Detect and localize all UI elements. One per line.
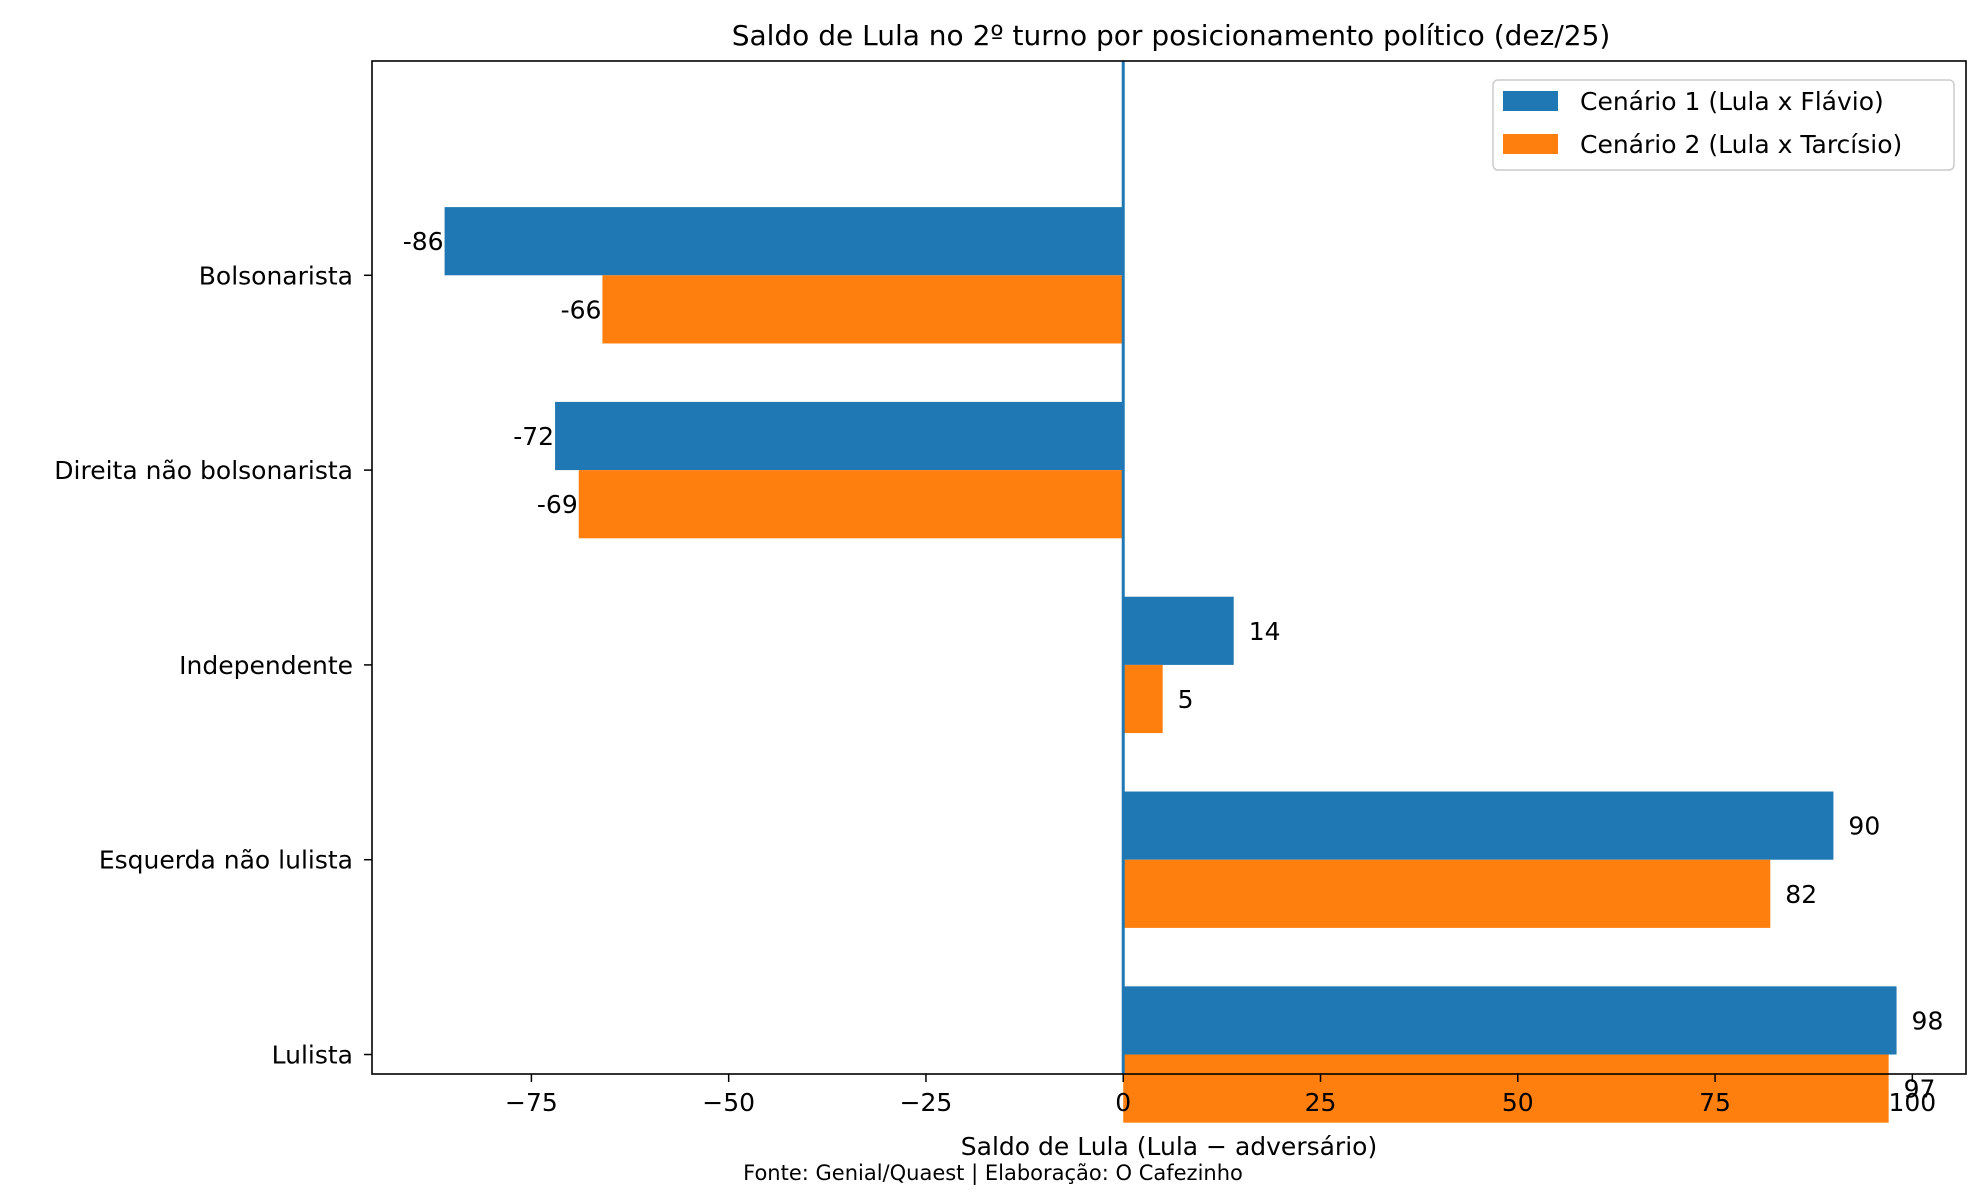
x-axis-label: Saldo de Lula (Lula − adversário) <box>961 1132 1377 1161</box>
data-label-independente-cenario-1: 14 <box>1249 617 1281 646</box>
x-tick-label: 50 <box>1502 1088 1534 1117</box>
bar-direita-nao-bolsonarista-cenario-1 <box>555 401 1124 471</box>
y-tick-label-direita-nao-bolsonarista: Direita não bolsonarista <box>54 456 353 485</box>
data-label-direita-nao-bolsonarista-cenario-1: -72 <box>513 422 554 451</box>
legend-swatch-cenario-1 <box>1503 91 1558 111</box>
data-label-esquerda-nao-lulista-cenario-2: 82 <box>1785 880 1817 909</box>
bar-esquerda-nao-lulista-cenario-1 <box>1123 791 1834 860</box>
bar-lulista-cenario-1 <box>1123 986 1897 1055</box>
footnote: Fonte: Genial/Quaest | Elaboração: O Caf… <box>743 1161 1243 1186</box>
chart-title: Saldo de Lula no 2º turno por posicionam… <box>732 19 1611 52</box>
y-tick-label-lulista: Lulista <box>272 1041 353 1070</box>
bar-esquerda-nao-lulista-cenario-2 <box>1123 859 1771 928</box>
legend-label-cenario-1: Cenário 1 (Lula x Flávio) <box>1580 87 1884 116</box>
bar-bolsonarista-cenario-1 <box>444 207 1124 276</box>
bar-direita-nao-bolsonarista-cenario-2 <box>578 470 1124 539</box>
data-label-bolsonarista-cenario-2: -66 <box>561 295 602 324</box>
plot-area: -86 -66 -72 -69 14 5 90 82 98 97 <box>403 61 1944 1123</box>
legend-label-cenario-2: Cenário 2 (Lula x Tarcísio) <box>1580 130 1902 159</box>
y-tick-label-esquerda-nao-lulista: Esquerda não lulista <box>99 846 353 875</box>
data-label-lulista-cenario-1: 98 <box>1912 1006 1944 1035</box>
data-label-independente-cenario-2: 5 <box>1178 685 1194 714</box>
y-tick-label-bolsonarista: Bolsonarista <box>199 261 353 290</box>
x-tick-label: 75 <box>1699 1088 1731 1117</box>
x-tick-label: −25 <box>900 1088 953 1117</box>
data-label-direita-nao-bolsonarista-cenario-2: -69 <box>537 490 578 519</box>
bar-independente-cenario-1 <box>1123 596 1234 665</box>
data-label-lulista-cenario-2: 97 <box>1904 1075 1936 1104</box>
legend-swatch-cenario-2 <box>1503 134 1558 154</box>
legend: Cenário 1 (Lula x Flávio) Cenário 2 (Lul… <box>1492 79 1955 171</box>
x-tick-label: −75 <box>505 1088 558 1117</box>
legend-frame <box>1492 79 1955 171</box>
plot-frame <box>371 60 1967 1075</box>
axes: Bolsonarista Direita não bolsonarista Inde… <box>54 261 1936 1117</box>
bar-independente-cenario-2 <box>1123 664 1163 734</box>
x-tick-label: 0 <box>1115 1088 1131 1117</box>
x-tick-label: 25 <box>1305 1088 1337 1117</box>
y-tick-label-independente: Independente <box>179 651 353 680</box>
x-tick-label: −50 <box>702 1088 755 1117</box>
x-tick-label: 100 <box>1888 1088 1936 1117</box>
data-label-esquerda-nao-lulista-cenario-1: 90 <box>1848 812 1880 841</box>
bar-bolsonarista-cenario-2 <box>602 275 1124 344</box>
data-label-bolsonarista-cenario-1: -86 <box>403 227 444 256</box>
bar-lulista-cenario-2 <box>1123 1054 1889 1123</box>
